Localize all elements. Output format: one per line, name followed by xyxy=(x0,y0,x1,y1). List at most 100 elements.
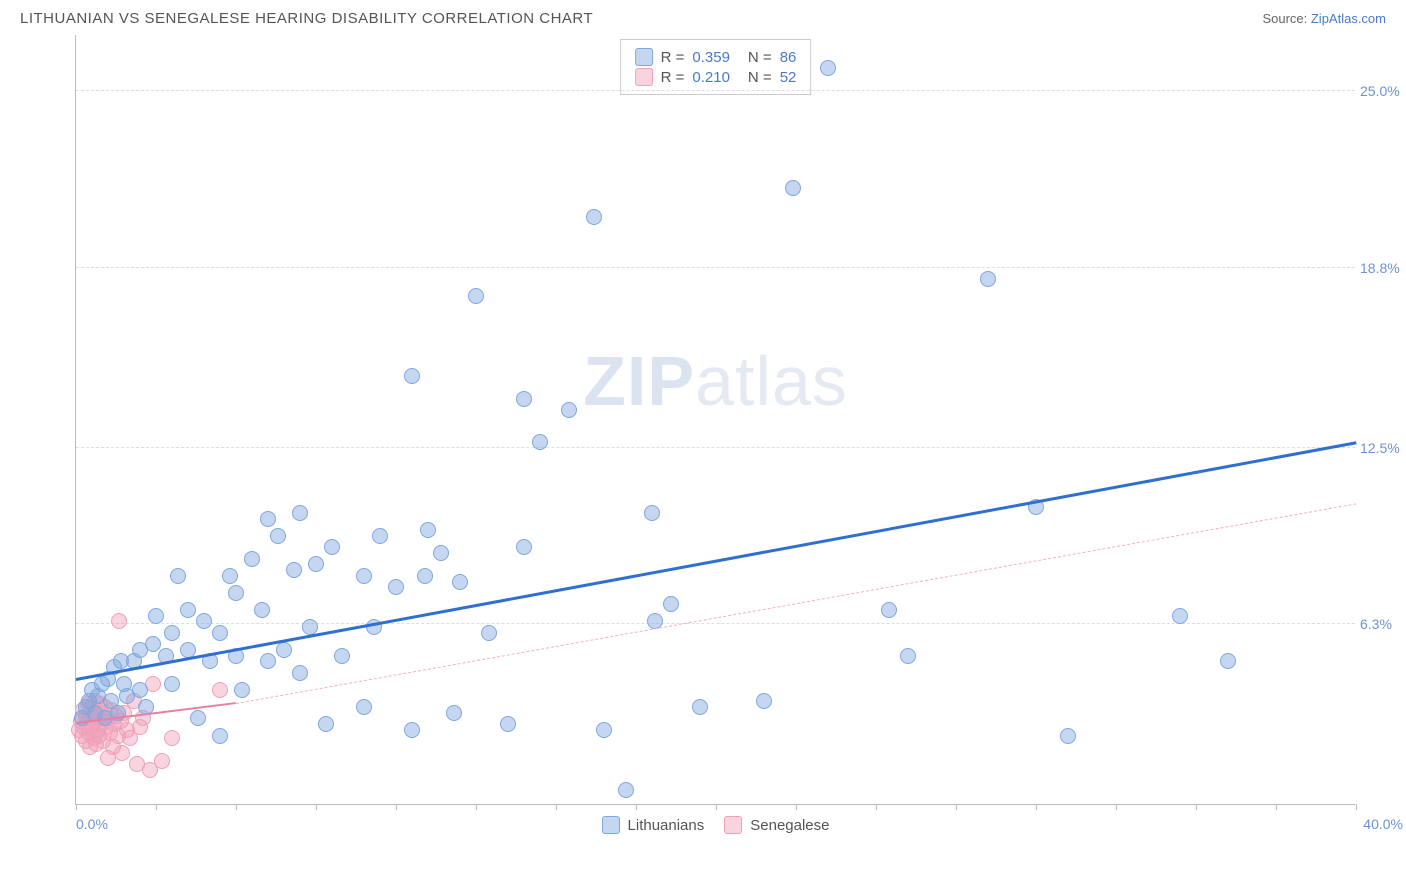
x-tick xyxy=(1276,804,1277,810)
x-tick xyxy=(1116,804,1117,810)
gridline xyxy=(76,90,1355,91)
lithuanians-point xyxy=(372,528,388,544)
lithuanians-point xyxy=(481,625,497,641)
senegalese-trend-extrapolated xyxy=(236,504,1356,705)
lithuanians-point xyxy=(244,551,260,567)
gridline xyxy=(76,267,1355,268)
lithuanians-point xyxy=(820,60,836,76)
lithuanians-point xyxy=(756,693,772,709)
x-tick xyxy=(1356,804,1357,810)
lithuanians-point xyxy=(404,368,420,384)
lithuanians-point xyxy=(1220,653,1236,669)
lithuanians-point xyxy=(170,568,186,584)
lithuanians-point xyxy=(452,574,468,590)
lithuanians-point xyxy=(644,505,660,521)
lithuanians-point xyxy=(308,556,324,572)
lithuanians-point xyxy=(190,710,206,726)
legend-stats: R =0.359N =86 R =0.210N =52 xyxy=(620,39,812,95)
legend-label: Lithuanians xyxy=(628,817,705,834)
y-tick-label: 6.3% xyxy=(1360,616,1406,632)
x-tick xyxy=(1196,804,1197,810)
lithuanians-point xyxy=(663,596,679,612)
lithuanians-point xyxy=(1172,608,1188,624)
x-tick xyxy=(636,804,637,810)
legend-item: Lithuanians xyxy=(602,816,705,834)
legend-stat-row: R =0.359N =86 xyxy=(635,48,797,66)
lithuanians-point xyxy=(900,648,916,664)
lithuanians-point xyxy=(561,402,577,418)
gridline xyxy=(76,447,1355,448)
x-tick xyxy=(396,804,397,810)
x-tick xyxy=(956,804,957,810)
lithuanians-point xyxy=(516,539,532,555)
gridline xyxy=(76,623,1355,624)
lithuanians-point xyxy=(500,716,516,732)
y-tick-label: 18.8% xyxy=(1360,260,1406,276)
senegalese-point xyxy=(164,730,180,746)
lithuanians-point xyxy=(356,568,372,584)
lithuanians-point xyxy=(618,782,634,798)
y-tick-label: 12.5% xyxy=(1360,440,1406,456)
lithuanians-point xyxy=(270,528,286,544)
legend-swatch xyxy=(602,816,620,834)
lithuanians-point xyxy=(1060,728,1076,744)
senegalese-point xyxy=(114,745,130,761)
legend-swatch xyxy=(635,68,653,86)
chart-header: LITHUANIAN VS SENEGALESE HEARING DISABIL… xyxy=(0,0,1406,35)
lithuanians-point xyxy=(596,722,612,738)
x-tick xyxy=(716,804,717,810)
x-tick xyxy=(156,804,157,810)
lithuanians-point xyxy=(446,705,462,721)
lithuanians-point xyxy=(420,522,436,538)
chart-source: Source: ZipAtlas.com xyxy=(1262,11,1386,26)
x-tick xyxy=(316,804,317,810)
legend-series: Lithuanians Senegalese xyxy=(602,816,830,834)
x-axis-label-left: 0.0% xyxy=(76,816,108,832)
lithuanians-point xyxy=(785,180,801,196)
senegalese-point xyxy=(154,753,170,769)
watermark: ZIPatlas xyxy=(583,341,848,421)
lithuanians-point xyxy=(417,568,433,584)
lithuanians-point xyxy=(356,699,372,715)
lithuanians-point xyxy=(222,568,238,584)
x-tick xyxy=(76,804,77,810)
lithuanians-point xyxy=(260,511,276,527)
lithuanians-point xyxy=(980,271,996,287)
legend-stat-row: R =0.210N =52 xyxy=(635,68,797,86)
x-axis-label-right: 40.0% xyxy=(1363,816,1403,832)
lithuanians-point xyxy=(318,716,334,732)
lithuanians-point xyxy=(516,391,532,407)
lithuanians-point xyxy=(468,288,484,304)
lithuanians-point xyxy=(228,585,244,601)
lithuanians-point xyxy=(388,579,404,595)
lithuanians-point xyxy=(234,682,250,698)
lithuanians-point xyxy=(292,665,308,681)
senegalese-point xyxy=(212,682,228,698)
lithuanians-point xyxy=(334,648,350,664)
x-tick xyxy=(236,804,237,810)
source-link[interactable]: ZipAtlas.com xyxy=(1311,11,1386,26)
lithuanians-point xyxy=(164,676,180,692)
x-tick xyxy=(556,804,557,810)
chart-title: LITHUANIAN VS SENEGALESE HEARING DISABIL… xyxy=(20,10,593,27)
lithuanians-point xyxy=(292,505,308,521)
lithuanians-point xyxy=(212,728,228,744)
y-tick-label: 25.0% xyxy=(1360,83,1406,99)
lithuanians-point xyxy=(276,642,292,658)
plot-area: ZIPatlas R =0.359N =86R =0.210N =52 6.3%… xyxy=(75,35,1355,805)
lithuanians-point xyxy=(286,562,302,578)
lithuanians-point xyxy=(196,613,212,629)
x-tick xyxy=(796,804,797,810)
legend-item: Senegalese xyxy=(724,816,829,834)
lithuanians-point xyxy=(404,722,420,738)
lithuanians-point xyxy=(586,209,602,225)
lithuanians-point xyxy=(324,539,340,555)
lithuanians-point xyxy=(212,625,228,641)
x-tick xyxy=(1036,804,1037,810)
lithuanians-point xyxy=(532,434,548,450)
senegalese-point xyxy=(111,613,127,629)
lithuanians-trend xyxy=(76,442,1357,682)
lithuanians-point xyxy=(164,625,180,641)
lithuanians-point xyxy=(692,699,708,715)
legend-swatch xyxy=(635,48,653,66)
